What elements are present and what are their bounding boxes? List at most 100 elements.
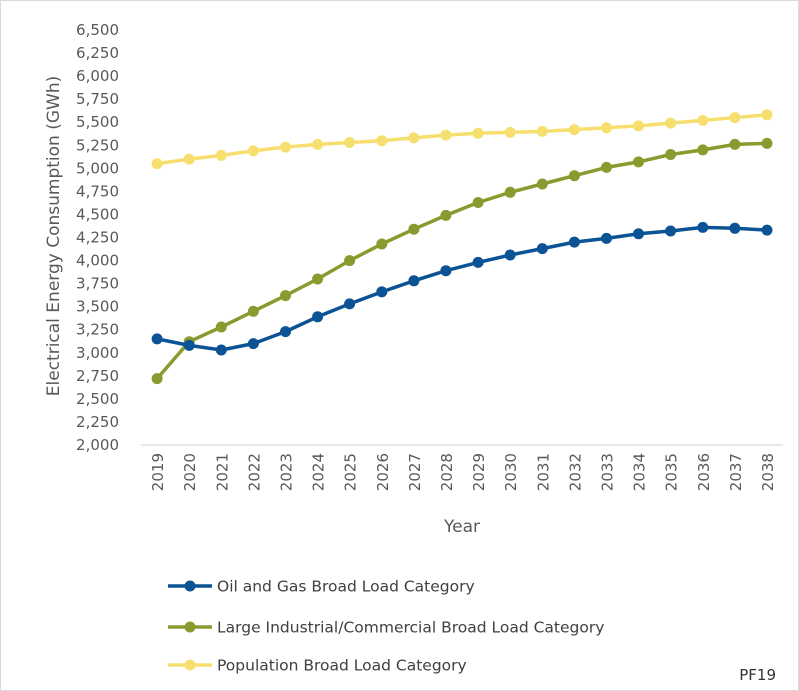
data-point	[568, 236, 580, 248]
data-point	[472, 127, 484, 139]
data-point	[697, 221, 709, 233]
y-tick-label: 3,500	[76, 298, 119, 316]
data-point	[312, 138, 324, 150]
legend-swatch-marker	[184, 659, 196, 671]
y-tick-label: 5,000	[76, 159, 119, 177]
data-point	[601, 161, 612, 173]
x-tick-label: 2033	[598, 453, 616, 491]
data-point	[601, 122, 612, 134]
series-layer	[151, 109, 773, 385]
x-tick-label: 2028	[438, 453, 456, 491]
y-tick-label: 5,500	[76, 113, 119, 131]
data-point	[536, 243, 548, 255]
series-group	[151, 221, 773, 356]
data-point	[312, 273, 324, 285]
x-tick-label: 2024	[310, 453, 328, 491]
legend-item: Large Industrial/Commercial Broad Load C…	[168, 619, 604, 637]
x-tick-label: 2020	[181, 453, 199, 491]
data-point	[247, 305, 259, 317]
x-tick-label: 2021	[213, 453, 231, 491]
data-point	[151, 333, 163, 345]
series-group	[151, 109, 773, 170]
data-point	[761, 109, 773, 121]
data-point	[761, 137, 773, 149]
data-point	[761, 224, 773, 236]
data-point	[183, 153, 195, 165]
x-tick-label: 2036	[695, 453, 713, 491]
data-point	[215, 149, 227, 161]
x-axis-title: Year	[443, 517, 480, 537]
data-point	[344, 298, 356, 310]
data-point	[151, 373, 163, 385]
y-tick-label: 6,250	[76, 44, 119, 62]
y-tick-label: 5,250	[76, 136, 119, 154]
data-point	[247, 338, 259, 350]
x-tick-label: 2038	[759, 453, 777, 491]
data-point	[697, 144, 709, 156]
data-point	[504, 186, 516, 198]
legend-label: Population Broad Load Category	[217, 657, 467, 675]
x-tick-label: 2029	[470, 453, 488, 491]
x-tick-label: 2030	[502, 453, 520, 491]
data-point	[665, 117, 677, 129]
data-point	[215, 344, 227, 356]
x-tick-label: 2025	[342, 453, 360, 491]
x-tick-label: 2035	[663, 453, 681, 491]
data-point	[601, 232, 612, 244]
data-point	[536, 125, 548, 137]
data-point	[151, 158, 163, 170]
y-axis-ticks: 2,000 2,250 2,500 2,750 3,000 3,250 3,500 3,750…	[76, 21, 119, 454]
data-point	[729, 222, 741, 234]
data-point	[344, 255, 356, 267]
data-point	[344, 137, 356, 148]
figure-code-label: PF19	[739, 666, 776, 684]
y-tick-label: 4,000	[76, 252, 119, 270]
y-tick-label: 3,750	[76, 275, 119, 293]
series-group	[151, 137, 773, 385]
data-point	[183, 339, 195, 351]
x-tick-label: 2034	[631, 453, 649, 491]
data-point	[729, 112, 741, 124]
y-tick-label: 6,500	[76, 21, 119, 39]
y-tick-label: 3,250	[76, 321, 119, 339]
legend-label: Large Industrial/Commercial Broad Load C…	[217, 619, 604, 637]
y-tick-label: 5,750	[76, 90, 119, 108]
legend-swatch-marker	[184, 580, 196, 592]
data-point	[247, 145, 259, 157]
data-point	[280, 290, 291, 302]
legend-item: Oil and Gas Broad Load Category	[168, 578, 475, 596]
data-point	[440, 209, 452, 221]
data-point	[633, 120, 644, 132]
data-point	[440, 129, 452, 141]
data-point	[408, 132, 420, 144]
data-point	[280, 141, 291, 153]
x-tick-label: 2032	[566, 453, 584, 491]
y-tick-label: 3,000	[76, 344, 119, 362]
data-point	[504, 249, 516, 261]
x-tick-label: 2037	[727, 453, 745, 491]
data-point	[472, 256, 484, 268]
y-tick-label: 6,000	[76, 67, 119, 85]
y-tick-label: 2,000	[76, 436, 119, 454]
series-line	[156, 225, 768, 352]
data-point	[568, 170, 580, 182]
legend-item: Population Broad Load Category	[168, 657, 467, 675]
y-axis-title: Electrical Energy Consumption (GWh)	[44, 76, 64, 396]
y-tick-label: 4,750	[76, 182, 119, 200]
x-tick-label: 2027	[406, 453, 424, 491]
data-point	[665, 225, 677, 237]
data-point	[504, 126, 516, 138]
data-point	[472, 197, 484, 208]
data-point	[408, 223, 420, 235]
data-point	[408, 275, 420, 287]
legend-label: Oil and Gas Broad Load Category	[217, 578, 475, 596]
x-axis-ticks: 2019 2020 2021 2022 2023 2024 2025 2026 2027 2028…	[149, 453, 777, 491]
x-tick-label: 2026	[374, 453, 392, 491]
data-point	[376, 135, 388, 147]
x-tick-label: 2031	[534, 453, 552, 491]
data-point	[536, 178, 548, 190]
data-point	[376, 286, 388, 298]
data-point	[568, 124, 580, 136]
